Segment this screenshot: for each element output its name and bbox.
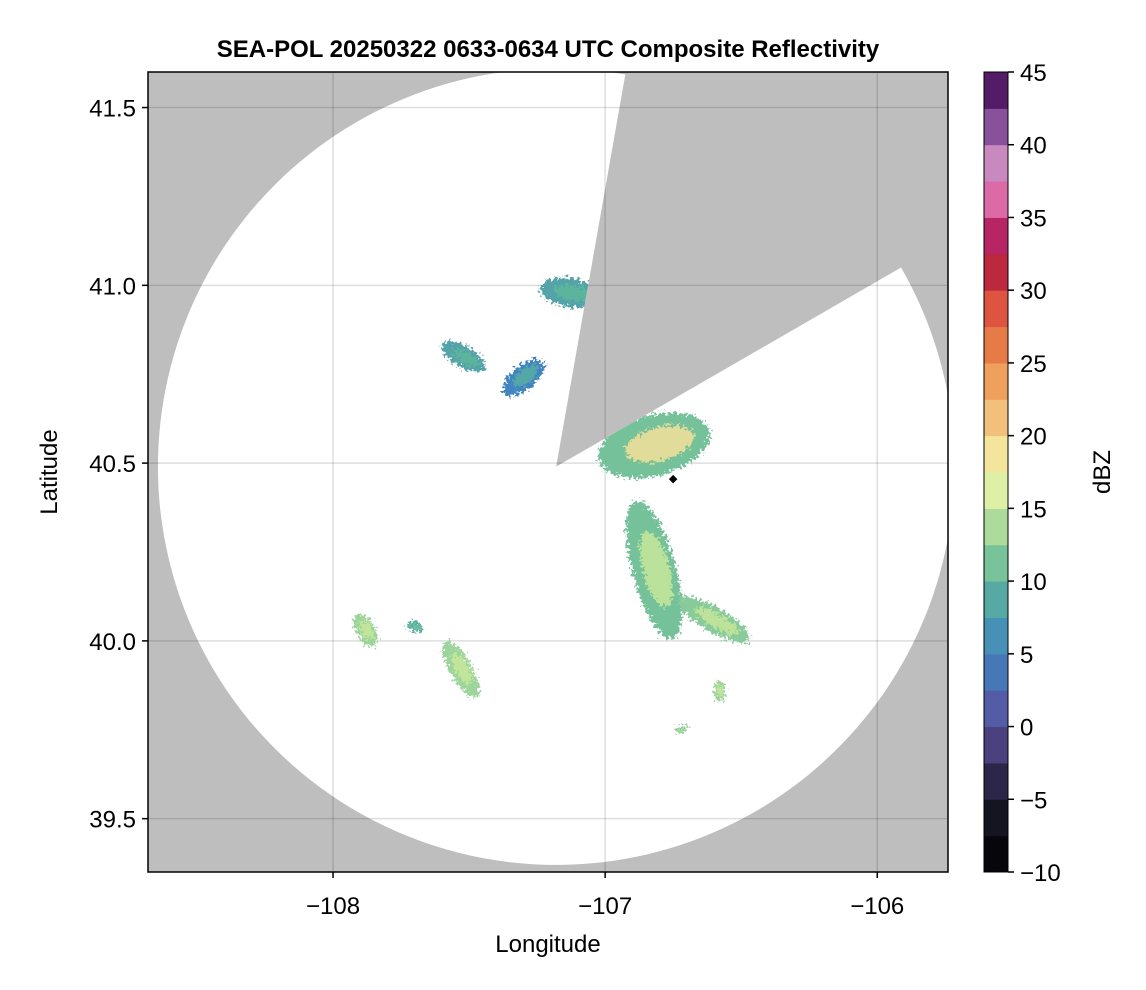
echo-main-cell-core (625, 425, 695, 463)
x-tick-label-2: −106 (850, 893, 904, 920)
colorbar-segment-3 (984, 726, 1008, 764)
colorbar-tick-label-4: 10 (1020, 569, 1047, 596)
colorbar-tick-label-11: 45 (1020, 60, 1047, 87)
colorbar-segment-1 (984, 799, 1008, 837)
y-tick-label-1: 40.0 (89, 629, 136, 656)
gridlines (148, 72, 948, 872)
echo-cell-small-east (713, 680, 725, 702)
echo-cell-ne-north (540, 277, 600, 308)
colorbar-segment-18 (984, 181, 1008, 218)
colorbar-segment-9 (984, 508, 1008, 546)
colorbar-ticks: −10 −5 0 5 10 15 20 25 30 35 40 45 (1008, 60, 1061, 887)
colorbar-segment-6 (984, 617, 1008, 655)
colorbar-tick-label-2: 0 (1020, 715, 1033, 742)
echo-cell-east-band-core (639, 531, 673, 608)
colorbar-tick-label-6: 20 (1020, 424, 1047, 451)
colorbar-tick-label-3: 5 (1020, 642, 1033, 669)
colorbar-tick-label-8: 30 (1020, 278, 1047, 305)
colorbar-segment-17 (984, 217, 1008, 255)
y-axis-label: Latitude (36, 429, 63, 514)
echo-cell-west (353, 614, 378, 647)
x-tick-label-0: −108 (306, 893, 360, 920)
echo-cell-east-band (626, 500, 683, 639)
x-axis-ticks: −108 −107 −106 (306, 872, 904, 920)
x-tick-label-1: −107 (578, 893, 632, 920)
colorbar-segment-0 (984, 835, 1008, 873)
y-tick-label-0: 39.5 (89, 807, 136, 834)
x-axis-label: Longitude (495, 931, 600, 958)
echo-cell-west-small-core (410, 623, 421, 631)
echo-cell-sw-band (442, 641, 480, 698)
plot-frame (147, 71, 949, 873)
echo-cell-north-fragments-core (512, 365, 538, 388)
colorbar-segment-12 (984, 399, 1008, 437)
echo-cell-ne-north-core (554, 284, 592, 302)
colorbar-segment-11 (984, 435, 1008, 473)
location-marker (668, 474, 678, 484)
colorbar-tick-label-10: 40 (1020, 133, 1047, 160)
echo-cell-west-small (406, 620, 423, 633)
y-tick-label-4: 41.5 (89, 96, 136, 123)
colorbar-segment-21 (984, 72, 1008, 109)
colorbar-segment-13 (984, 362, 1008, 400)
colorbar-segment-15 (984, 290, 1008, 328)
echo-cell-west-core (359, 620, 374, 639)
plot-area (148, 72, 948, 872)
colorbar-segment-20 (984, 108, 1008, 146)
colorbar-segment-5 (984, 653, 1008, 691)
colorbar-tick-label-7: 25 (1020, 351, 1047, 378)
radar-coverage-area (157, 72, 948, 865)
colorbar-tick-label-1: −5 (1020, 787, 1047, 814)
reflectivity-echoes (353, 277, 750, 735)
colorbar-segment-16 (984, 253, 1008, 291)
echo-cell-nw-streak-core (452, 348, 480, 367)
colorbar (984, 72, 1008, 873)
colorbar-tick-label-5: 15 (1020, 496, 1047, 523)
colorbar-segment-8 (984, 544, 1008, 582)
y-tick-label-3: 41.0 (89, 273, 136, 300)
colorbar-segment-7 (984, 581, 1008, 618)
echo-cell-nw-streak (441, 341, 486, 372)
echo-cell-se-band (678, 596, 750, 643)
chart-title: SEA-POL 20250322 0633-0634 UTC Composite… (217, 36, 880, 63)
echo-cell-se-band-core (695, 607, 740, 636)
colorbar-tick-label-9: 35 (1020, 205, 1047, 232)
echo-main-cell (598, 412, 710, 479)
echo-cell-small-south (675, 725, 687, 735)
colorbar-segment-2 (984, 762, 1008, 800)
echo-cell-north-fragments (503, 359, 544, 397)
colorbar-frame (983, 71, 1009, 873)
colorbar-label: dBZ (1089, 450, 1116, 494)
echo-cell-small-south-core (678, 727, 686, 733)
colorbar-segment-19 (984, 144, 1008, 182)
echo-cell-sw-band-core (451, 653, 473, 685)
y-tick-label-2: 40.5 (89, 451, 136, 478)
echo-cell-small-east-core (716, 684, 724, 697)
colorbar-segment-14 (984, 326, 1008, 364)
y-axis-ticks: 39.5 40.0 40.5 41.0 41.5 (89, 96, 148, 834)
colorbar-segment-4 (984, 690, 1008, 728)
colorbar-segment-10 (984, 472, 1008, 509)
colorbar-tick-label-0: −10 (1020, 860, 1061, 887)
